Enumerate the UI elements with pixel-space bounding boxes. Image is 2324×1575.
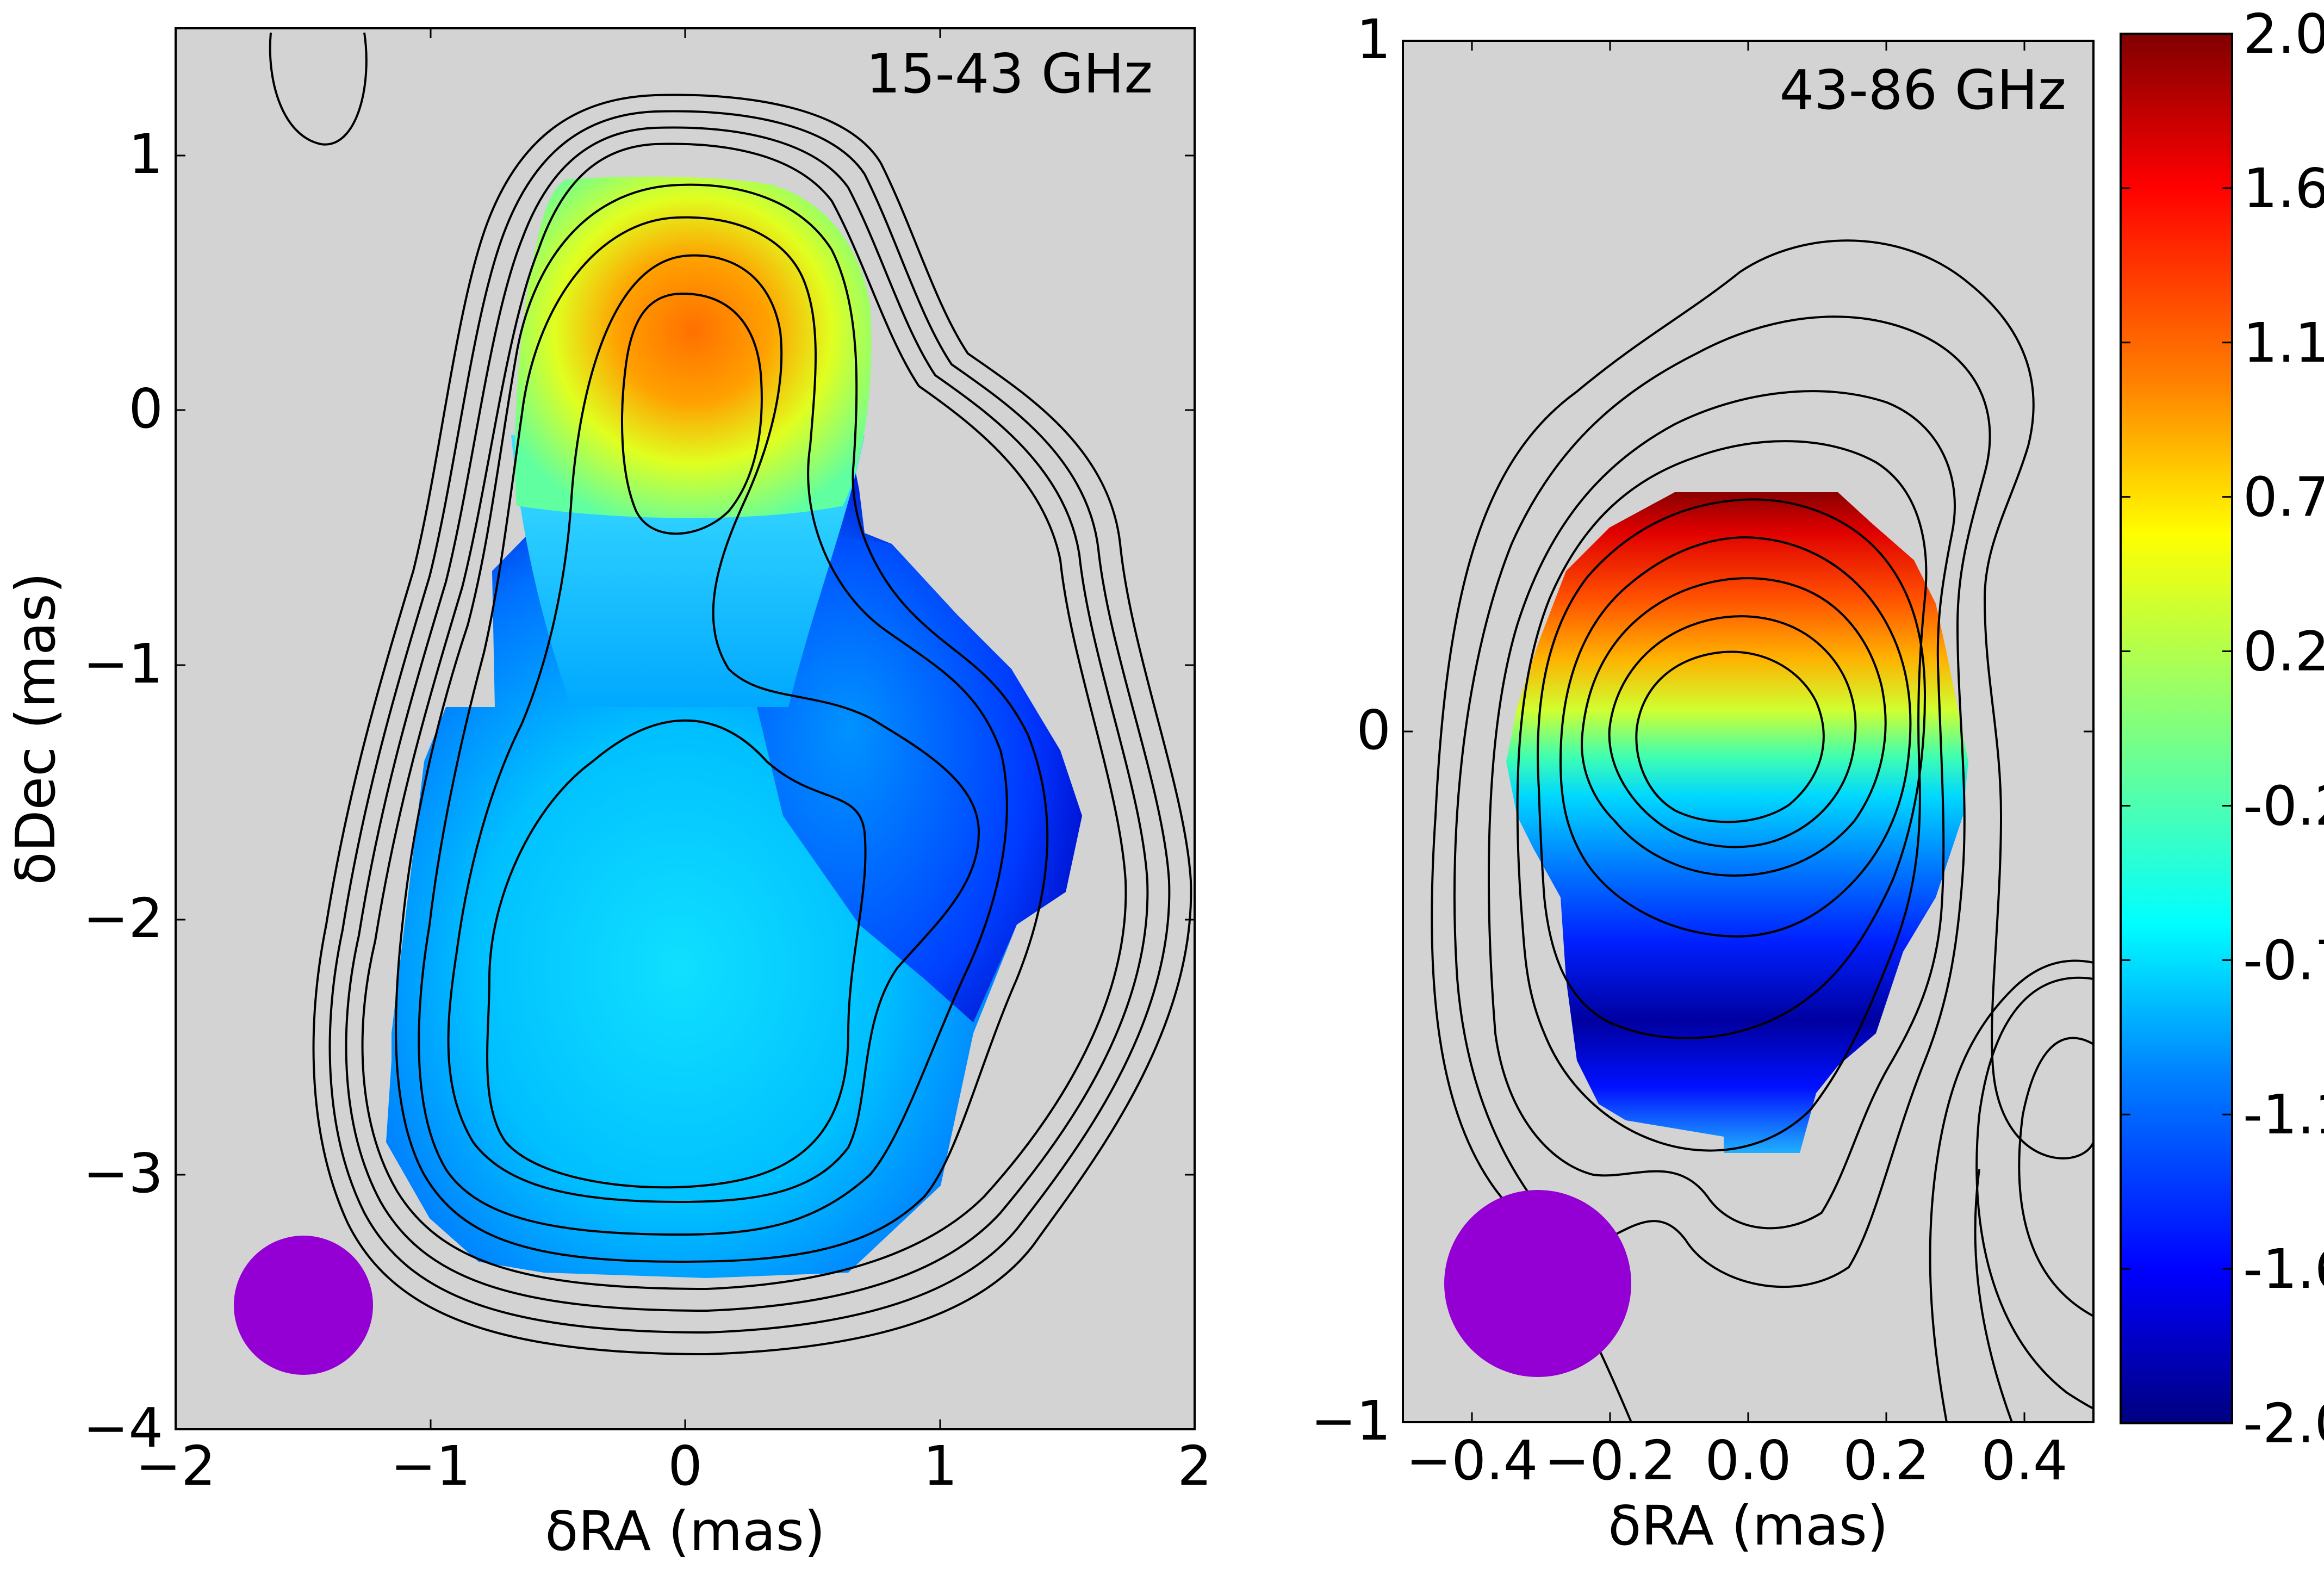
colorbar-tick-label: 1.1 (2243, 311, 2324, 375)
colorbar-tick-label: -2.0 (2243, 1392, 2324, 1455)
panel-title-left: 15-43 GHz (866, 42, 1153, 106)
x-axis-label-left: δRA (mas) (545, 1499, 825, 1563)
colorbar-tick-label: 2.0 (2243, 2, 2324, 66)
x-tick-label: −0.2 (1544, 1429, 1676, 1492)
y-tick-label: −3 (83, 1142, 163, 1205)
y-axis-label-left: δDec (mas) (4, 572, 67, 885)
x-tick-label: 0.4 (1981, 1429, 2067, 1492)
contour-right-4 (1516, 440, 1928, 1152)
contour-right-10 (2018, 1037, 2093, 1317)
x-tick-label: 2 (1177, 1434, 1212, 1498)
panel-title-right: 43-86 GHz (1779, 58, 2066, 122)
contour-right-7 (1581, 577, 1887, 877)
contour-right-9 (1635, 650, 1825, 823)
contour-right-13 (1974, 1169, 2013, 1422)
spectral-map-left (386, 176, 1082, 1278)
y-axis-right: −1 0 1 (1311, 8, 2093, 1453)
beam-left (234, 1236, 373, 1375)
contour-right-1 (1431, 239, 2093, 1422)
y-tick-label: 0 (1356, 698, 1391, 762)
y-tick-label: −1 (1311, 1389, 1391, 1453)
x-tick-label: −0.4 (1406, 1429, 1538, 1492)
y-tick-label: −4 (83, 1396, 163, 1460)
contour-left-10 (269, 32, 368, 146)
contour-left-4 (361, 142, 1127, 1291)
colorbar-ticks: 2.0 1.6 1.1 0.7 0.2 -0.2 -0.7 -1.1 -1.6 -2.0 (2121, 2, 2324, 1455)
core-region (514, 176, 872, 518)
colorbar-gradient (2121, 34, 2232, 1423)
y-tick-label: 1 (128, 122, 163, 186)
y-tick-label: 0 (128, 377, 163, 441)
colorbar-tick-label: -0.2 (2243, 774, 2324, 838)
x-axis-label-right: δRA (mas) (1608, 1494, 1888, 1558)
colorbar-tick-label: 0.2 (2243, 620, 2324, 684)
x-tick-label: −2 (135, 1434, 215, 1498)
contour-left-7 (447, 254, 980, 1204)
contour-left-6 (418, 216, 1008, 1236)
x-tick-label: 1 (923, 1434, 958, 1498)
y-tick-label: 1 (1356, 8, 1391, 71)
beam-right (1444, 1190, 1631, 1377)
y-tick-label: −2 (83, 886, 163, 950)
contour-right-5 (1537, 498, 1927, 1039)
x-tick-label: −1 (390, 1434, 470, 1498)
x-axis-right: −0.4 −0.2 0.0 0.2 0.4 (1406, 41, 2068, 1492)
contour-left-3 (345, 126, 1149, 1312)
panel-left: 15-43 GHz −2 −1 0 1 2 (4, 27, 1212, 1563)
colorbar-tick-label: 0.7 (2243, 466, 2324, 529)
contours-left (269, 32, 1192, 1356)
y-axis-left: −4 −3 −2 −1 0 1 (83, 122, 1195, 1460)
colorbar: 2.0 1.6 1.1 0.7 0.2 -0.2 -0.7 -1.1 -1.6 -2.0 (2120, 2, 2324, 1455)
contour-right-3 (1488, 390, 1956, 1230)
panel-right: 43-86 GHz −0.4 −0.2 0.0 0.2 0.4 (1311, 8, 2095, 1558)
contour-right-12 (1929, 959, 2093, 1422)
y-tick-label: −1 (83, 632, 163, 696)
colorbar-frame (2120, 33, 2233, 1424)
contours-right (1431, 239, 2093, 1422)
contour-right-2 (1453, 315, 1991, 1288)
x-tick-label: 0 (668, 1434, 703, 1498)
contour-right-8 (1608, 615, 1857, 848)
contour-left-5 (395, 183, 1049, 1263)
x-tick-label: 0.2 (1843, 1429, 1929, 1492)
contour-left-8 (486, 719, 867, 1189)
x-axis-left: −2 −1 0 1 2 (135, 28, 1212, 1498)
colorbar-tick-label: -1.1 (2243, 1083, 2324, 1146)
jet-right-region (750, 533, 1082, 1022)
x-tick-label: 0.0 (1705, 1429, 1791, 1492)
contour-left-1 (312, 94, 1192, 1356)
contour-left-2 (328, 110, 1171, 1334)
colorbar-tick-label: -1.6 (2243, 1237, 2324, 1301)
colorbar-tick-label: -0.7 (2243, 928, 2324, 992)
colorbar-tick-label: 1.6 (2243, 157, 2324, 220)
contour-right-6 (1559, 536, 1912, 938)
contour-left-9 (621, 292, 763, 535)
